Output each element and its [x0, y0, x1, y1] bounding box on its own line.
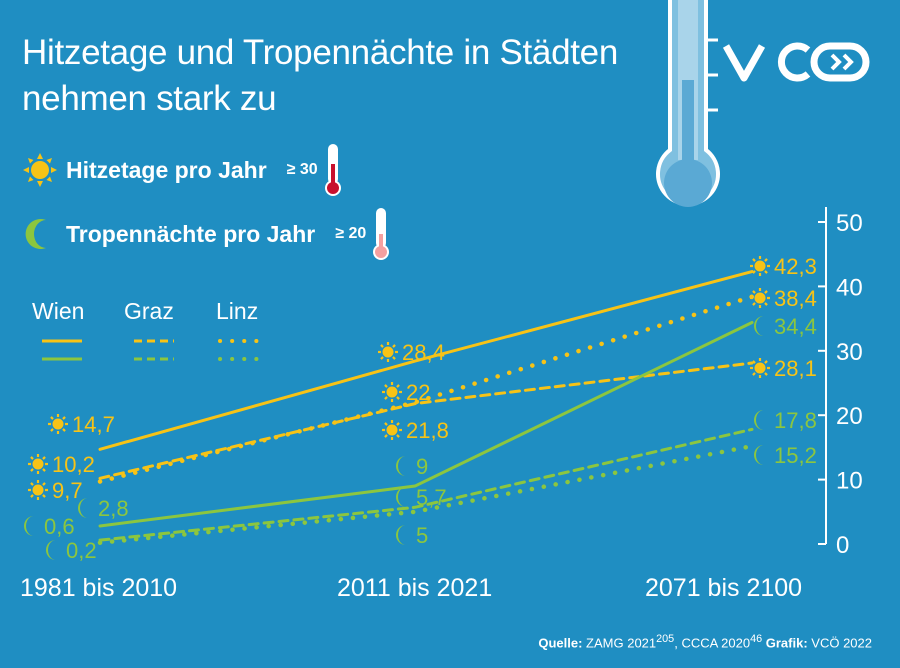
x-tick-1: 2011 bis 2021 — [337, 574, 493, 602]
data-label-5-0: 0,2 — [66, 538, 97, 563]
city-linz: Linz — [216, 298, 259, 324]
data-label-3-0: 2,8 — [98, 496, 129, 521]
data-label-1-2: 28,1 — [774, 356, 817, 381]
sun-marker-1-2 — [750, 358, 770, 378]
y-tick-label-4: 40 — [836, 274, 863, 301]
data-label-4-1: 5,7 — [416, 485, 447, 510]
moon-marker-5-1 — [396, 525, 406, 545]
data-label-1-0: 10,2 — [52, 452, 95, 477]
page-title: Hitzetage und Tropennächte in Städten ne… — [22, 33, 619, 118]
legend-night-label: Tropennächte pro Jahr — [66, 220, 316, 247]
sun-marker-0-0 — [48, 414, 68, 434]
data-label-0-2: 42,3 — [774, 254, 817, 279]
source-sup2: 46 — [750, 632, 763, 645]
series-line-linz-heat — [97, 294, 755, 484]
sun-marker-2-1 — [382, 382, 402, 402]
y-tick-label-3: 30 — [836, 339, 863, 366]
moon-icon — [25, 219, 46, 249]
data-label-0-1: 28,4 — [402, 340, 445, 365]
data-label-2-0: 9,7 — [52, 478, 83, 503]
data-label-0-0: 14,7 — [72, 412, 115, 437]
source-sup1: 205 — [656, 632, 675, 645]
moon-marker-4-0 — [24, 516, 34, 536]
big-thermometer-icon — [656, 0, 720, 207]
legend-night: Tropennächte pro Jahr ≥ 20 — [22, 208, 392, 260]
moon-marker-3-2 — [754, 316, 764, 336]
sun-marker-1-1 — [382, 420, 402, 440]
data-label-5-1: 5 — [416, 523, 428, 548]
data-label-5-2: 15,2 — [774, 443, 817, 468]
y-tick-label-1: 10 — [836, 468, 863, 495]
data-label-2-2: 38,4 — [774, 286, 817, 311]
sun-marker-2-0 — [28, 480, 48, 500]
thermometer-red-icon — [324, 144, 341, 196]
series-line-linz-night — [97, 443, 755, 545]
heat-threshold: ≥ 30 — [286, 161, 318, 178]
x-tick-2: 2071 bis 2100 — [645, 574, 803, 602]
data-label-3-1: 9 — [416, 454, 428, 479]
y-tick-label-0: 0 — [836, 532, 849, 559]
y-tick-label-2: 20 — [836, 403, 863, 430]
grafik-text: VCÖ 2022 — [811, 635, 872, 650]
city-graz: Graz — [124, 298, 174, 324]
moon-marker-3-0 — [78, 498, 88, 518]
thermometer-pink-icon — [373, 208, 390, 260]
moon-marker-5-0 — [46, 540, 56, 560]
vco-logo-icon — [722, 42, 870, 82]
data-label-1-1: 21,8 — [406, 418, 449, 443]
legend-heat-label: Hitzetage pro Jahr — [66, 156, 267, 183]
data-label-4-0: 0,6 — [44, 514, 75, 539]
x-tick-0: 1981 bis 2010 — [20, 574, 178, 602]
sun-marker-0-2 — [750, 256, 770, 276]
series-line-wien-heat — [98, 270, 754, 451]
source-prefix: Quelle: — [538, 635, 583, 650]
city-line-legend — [42, 339, 264, 361]
moon-marker-4-1 — [396, 487, 406, 507]
y-tick-label-5: 50 — [836, 210, 863, 237]
moon-marker-4-2 — [754, 410, 764, 430]
series-line-wien-night — [98, 320, 754, 528]
source-note: Quelle: ZAMG 2021205, CCCA 202046 Grafik… — [538, 633, 872, 650]
grafik-prefix: Grafik: — [765, 635, 808, 650]
sun-icon — [23, 153, 57, 187]
moon-marker-3-1 — [396, 456, 406, 476]
moon-marker-5-2 — [754, 445, 764, 465]
night-threshold: ≥ 20 — [335, 225, 367, 242]
vco-logo — [722, 40, 872, 96]
sun-marker-1-0 — [28, 454, 48, 474]
data-label-3-2: 34,4 — [774, 314, 817, 339]
data-label-4-2: 17,8 — [774, 408, 817, 433]
data-label-2-1: 22 — [406, 380, 430, 405]
series-line-graz-night — [98, 427, 754, 542]
sun-marker-0-1 — [378, 342, 398, 362]
source-text2: , CCCA 2020 — [674, 635, 751, 650]
source-text1: ZAMG 2021 — [586, 635, 657, 650]
sun-marker-2-2 — [750, 288, 770, 308]
legend-heat: Hitzetage pro Jahr ≥ 30 — [22, 144, 344, 196]
city-wien: Wien — [32, 298, 85, 324]
